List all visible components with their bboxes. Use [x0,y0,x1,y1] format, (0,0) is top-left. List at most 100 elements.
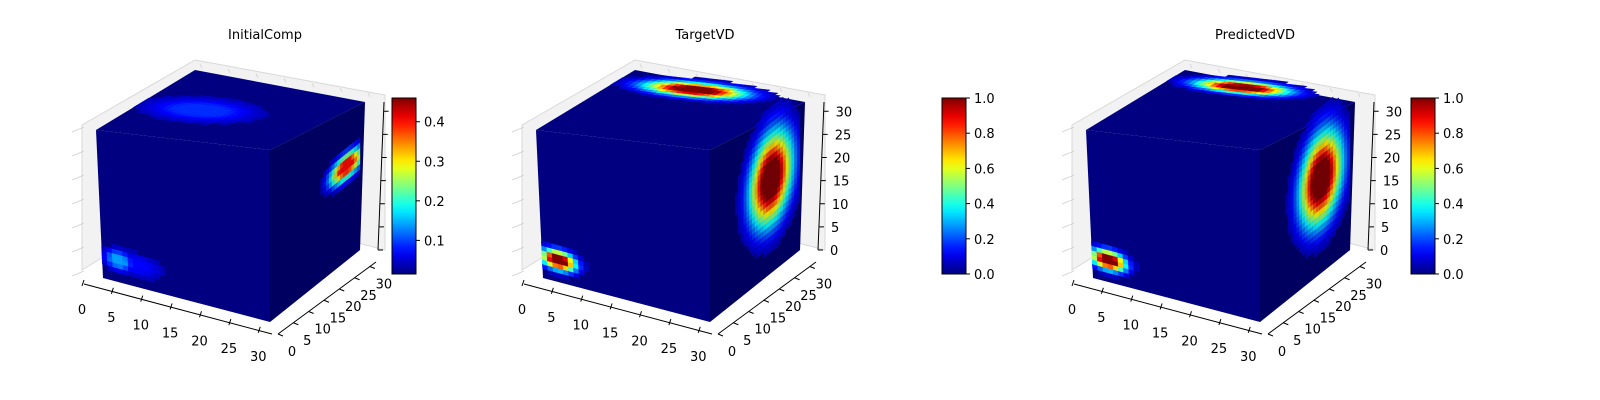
y-tick-mark [1344,277,1350,281]
voxel-cell [583,261,590,268]
y-tick-label: 0 [1278,345,1286,360]
z-tick-label: 20 [1384,152,1401,167]
voxel-layer-side [735,96,801,260]
x-tick-label: 25 [661,342,678,357]
colorbar-tick-label: 0.6 [974,162,995,177]
x-axis-line [83,283,273,335]
y-tick-mark [277,333,284,337]
x-tick-mark [697,326,701,334]
voxel-cell [723,80,734,84]
y-tick-mark [748,311,754,314]
z-tick-label: 20 [834,152,851,167]
x-tick-mark [1071,279,1075,287]
voxel-layer-top [609,74,781,105]
grid-line [667,68,671,73]
colorbar-tick-label: 0.0 [974,268,995,283]
x-tick-label: 10 [132,319,149,334]
z-tick-label: 0 [830,244,838,259]
voxel-cell [357,136,361,146]
grid-line [779,87,783,93]
grid-line [511,270,525,277]
x-tick-label: 30 [690,350,707,365]
voxel-cell [132,249,139,256]
grid-line [71,174,85,181]
y-tick-label: 20 [1335,300,1352,315]
voxel-cell [768,92,779,96]
x-tick-mark [228,318,232,326]
colorbar-tick-label: 0.4 [974,198,995,213]
y-tick-mark [323,299,330,303]
y-tick-label: 25 [1350,289,1367,304]
voxel-cell [771,94,781,98]
y-tick-label: 20 [345,300,362,315]
y-tick-mark [733,322,739,326]
x-tick-label: 25 [221,342,238,357]
grid-line [695,73,699,78]
z-tick-label: 10 [832,198,849,213]
voxel-layer-front [541,240,590,281]
y-tick-mark [779,288,785,292]
colorbar-tick-label: 1.0 [1443,92,1464,107]
x-tick-label: 20 [1181,334,1198,349]
grid-line [255,73,259,78]
voxel-cell [158,265,165,272]
voxel-cell [785,97,789,106]
x-tick-mark [580,295,584,302]
z-tick-label: 30 [836,105,853,120]
colorbar-tick-label: 0.0 [1443,268,1464,283]
side-shade-overlay [270,102,365,322]
voxel-layer-side [320,136,361,200]
y-tick-label: 10 [1304,323,1321,338]
grid-line [71,126,85,133]
x-tick-label: 25 [1211,342,1228,357]
x-tick-mark [140,295,144,302]
voxel-cell [254,106,265,110]
grid-line [71,150,85,157]
z-tick-label: 10 [1382,198,1399,213]
x-tick-mark [609,303,613,310]
grid-line [339,87,343,93]
colorbar-tick-label: 0.8 [974,127,995,142]
y-tick-label: 0 [288,345,296,360]
colorbar-tick-label: 0.2 [1443,233,1464,248]
grid-line [511,246,525,253]
grid-line [283,78,287,83]
voxel-cell [780,96,784,105]
y-tick-mark [1267,333,1274,337]
chart-title: InitialComp [228,28,302,43]
y-tick-mark [354,277,360,281]
chart-title: TargetVD [674,28,734,43]
chart-title: PredictedVD [1215,28,1295,43]
colorbar-tick-label: 0.1 [424,234,445,249]
y-tick-mark [794,277,800,281]
z-tick-label: 0 [1380,244,1388,259]
voxel-cell [761,89,771,93]
x-tick-label: 0 [1068,303,1076,318]
grid-line [807,92,811,97]
y-tick-label: 15 [1320,311,1337,326]
grid-line [227,68,231,73]
z-tick-label: 5 [831,221,839,236]
grid-line [511,174,525,181]
grid-line [511,198,525,205]
y-tick-label: 10 [754,323,771,338]
voxel-layer-front [101,243,166,283]
colorbar [392,98,416,274]
cube-front-face [536,130,710,322]
y-tick-mark [293,322,299,326]
colorbar [1411,98,1435,274]
voxel-layer-top [132,94,272,126]
x-tick-mark [550,287,554,294]
x-tick-label: 15 [602,326,619,341]
x-tick-label: 30 [1240,350,1257,365]
x-tick-mark [639,311,642,318]
x-tick-mark [169,303,173,310]
colorbar-tick-label: 0.2 [424,195,445,210]
y-tick-mark [1313,299,1320,303]
colorbar-tick-label: 0.8 [1443,127,1464,142]
grid-line [71,222,85,229]
y-tick-label: 20 [785,300,802,315]
grid-line [639,63,643,69]
voxel-cell [261,113,272,117]
x-tick-label: 5 [107,311,115,326]
